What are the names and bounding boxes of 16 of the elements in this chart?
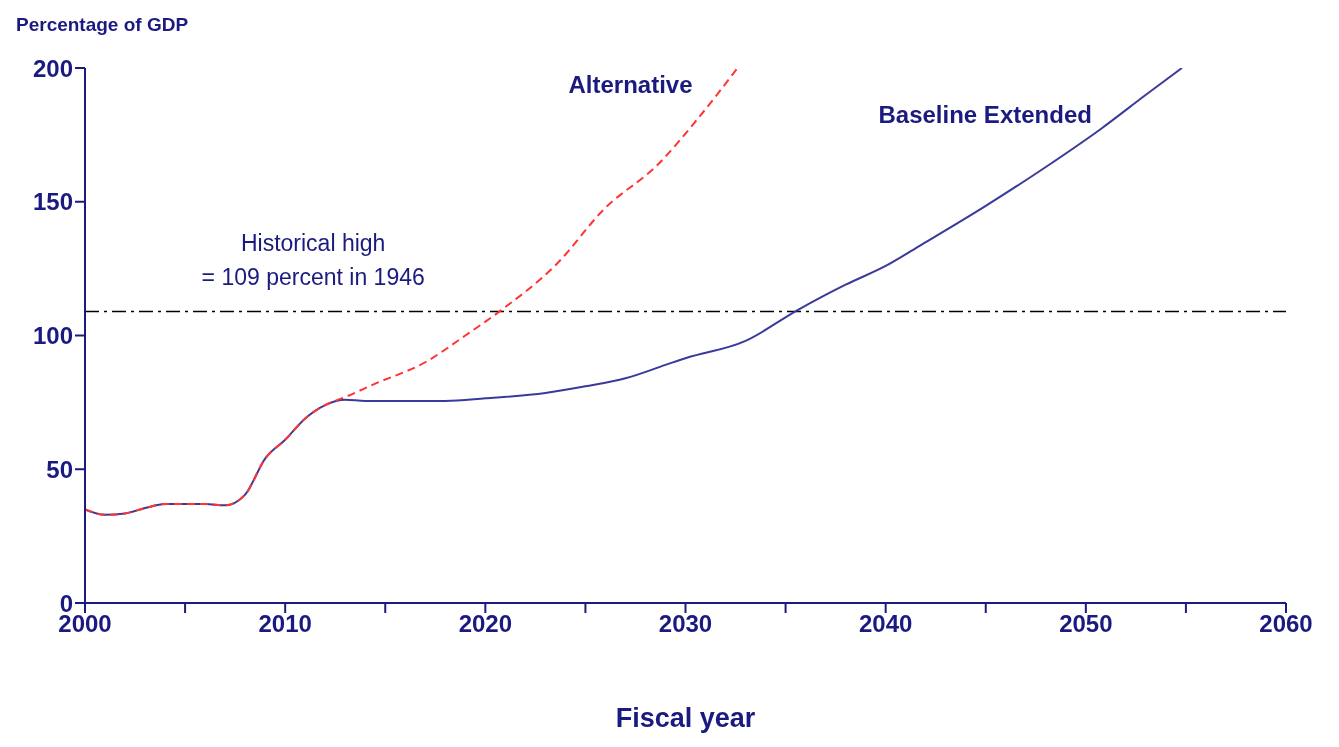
x-tick-label: 2020 (458, 610, 513, 638)
x-tick-label: 2040 (858, 610, 913, 638)
y-axis-title: Percentage of GDP (16, 14, 189, 36)
x-tick-label: 2030 (658, 610, 713, 638)
line-series (85, 68, 739, 516)
x-axis-title: Fiscal year (615, 703, 756, 733)
x-tick-label: 2050 (1059, 610, 1113, 638)
x-tick-label: 2010 (258, 610, 312, 638)
x-tick-label: 2060 (1259, 610, 1313, 638)
y-tick-label: 150 (32, 188, 73, 216)
series-label: Baseline Extended (878, 101, 1092, 128)
ref-line-label: Historical high = 109 percent in 1946 (201, 230, 425, 291)
y-tick-label: 50 (46, 455, 73, 483)
series-label: Alternative (568, 71, 693, 98)
y-tick-label: 100 (32, 322, 73, 350)
y-tick-label: 200 (32, 54, 73, 82)
